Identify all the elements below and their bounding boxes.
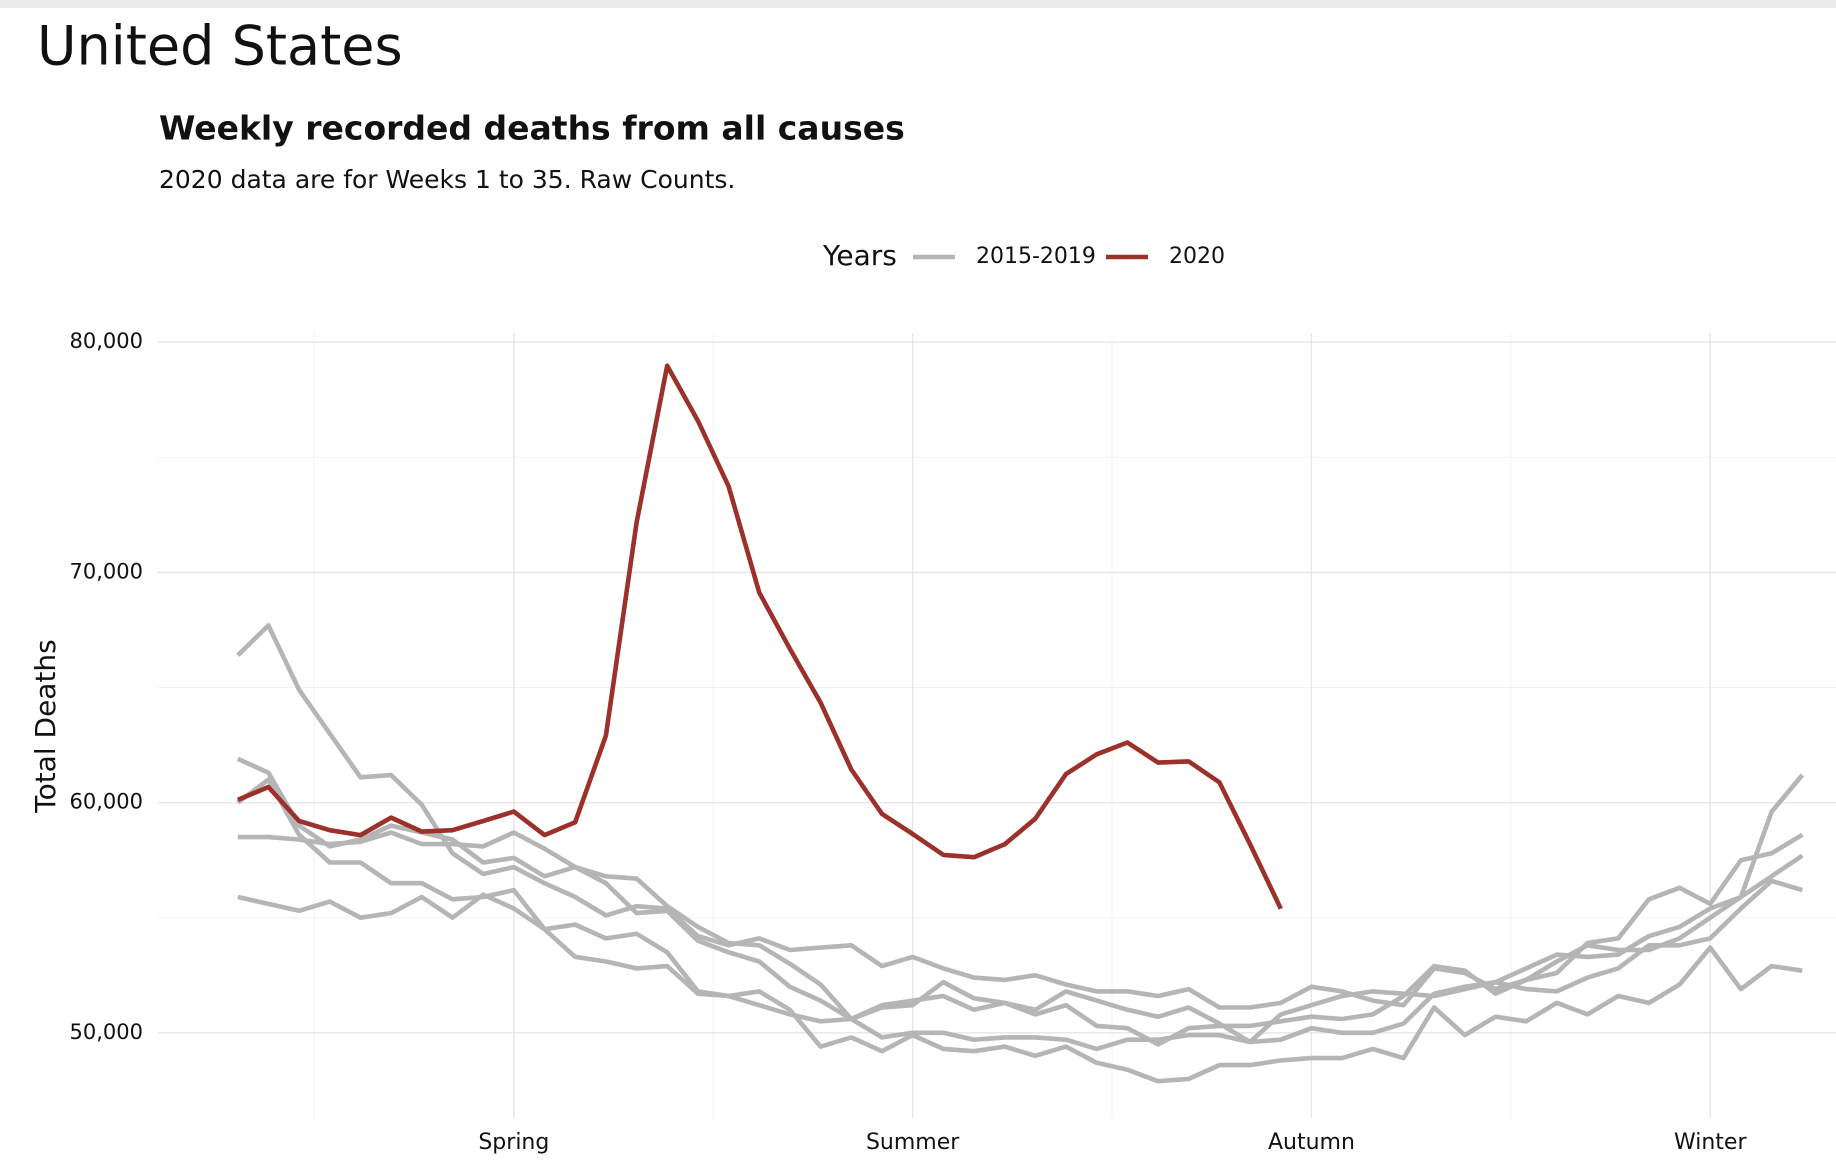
history-line	[237, 830, 1804, 1047]
x-tick-label: Spring	[478, 1130, 549, 1155]
x-tick-label: Summer	[866, 1130, 960, 1155]
y-axis-title: Total Deaths	[29, 639, 62, 814]
chart-subtitle: 2020 data are for Weeks 1 to 35. Raw Cou…	[159, 165, 735, 194]
page-title: United States	[37, 15, 403, 78]
history-line	[237, 773, 1805, 1052]
y-tick-label: 50,000	[70, 1020, 143, 1044]
y-tick-label: 60,000	[70, 790, 143, 814]
legend-label: 2020	[1169, 244, 1225, 269]
y-tick-label: 80,000	[70, 329, 143, 353]
chart-title: Weekly recorded deaths from all causes	[159, 109, 905, 148]
history-line	[236, 777, 1803, 1084]
x-tick-label: Winter	[1674, 1130, 1747, 1155]
y-tick-label: 70,000	[70, 559, 143, 583]
legend-title: Years	[822, 239, 897, 272]
legend-label: 2015-2019	[976, 244, 1096, 269]
top-band	[0, 0, 1836, 8]
x-tick-label: Autumn	[1268, 1130, 1355, 1155]
history-line	[236, 623, 1804, 1010]
series-line	[236, 363, 1283, 910]
